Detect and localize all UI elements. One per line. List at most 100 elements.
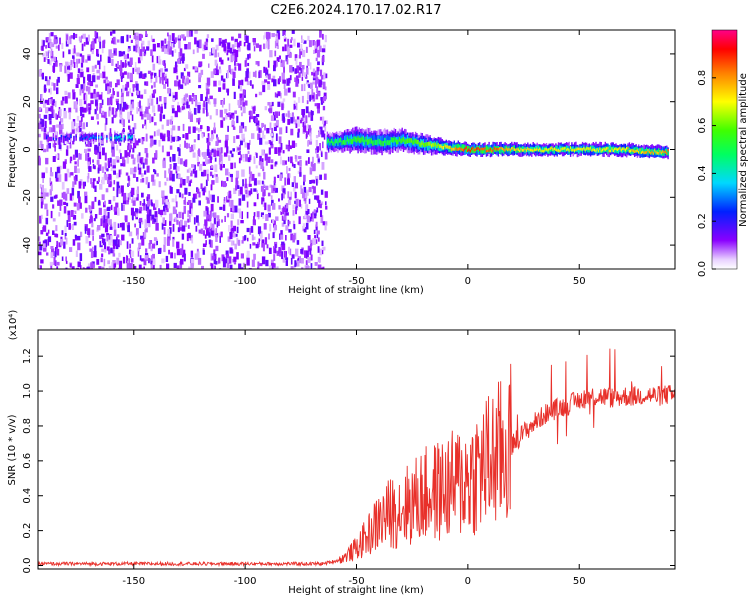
noise-cell	[253, 156, 256, 164]
noise-cell	[266, 31, 270, 40]
noise-cell	[135, 208, 139, 213]
noise-cell	[117, 61, 119, 67]
noise-cell	[150, 245, 153, 252]
noise-cell	[58, 174, 62, 182]
signal-cell	[528, 148, 530, 151]
noise-cell	[194, 66, 198, 71]
noise-cell	[319, 116, 323, 121]
signal-cell	[635, 146, 637, 152]
noise-cell	[188, 232, 191, 239]
noise-cell	[166, 130, 170, 137]
noise-cell	[265, 214, 269, 221]
noise-cell	[237, 42, 241, 49]
noise-cell	[62, 96, 65, 101]
noise-cell	[181, 225, 186, 232]
noise-cell	[107, 158, 110, 166]
noise-cell	[282, 150, 285, 154]
noise-cell	[75, 250, 78, 257]
noise-cell	[87, 228, 91, 235]
signal-cell	[120, 133, 123, 141]
noise-cell	[146, 214, 150, 219]
noise-cell	[55, 45, 59, 49]
noise-cell	[271, 185, 275, 194]
noise-cell	[230, 162, 234, 170]
noise-cell	[124, 63, 127, 67]
noise-cell	[230, 220, 233, 228]
noise-cell	[197, 134, 200, 141]
noise-cell	[314, 235, 316, 241]
noise-cell	[51, 101, 55, 106]
noise-cell	[44, 203, 48, 210]
noise-cell	[287, 145, 290, 152]
noise-cell	[87, 86, 91, 95]
noise-cell	[285, 55, 288, 62]
noise-cell	[223, 152, 228, 157]
noise-cell	[222, 259, 226, 268]
noise-cell	[142, 162, 145, 169]
noise-cell	[200, 94, 203, 101]
noise-cell	[314, 195, 318, 200]
noise-cell	[92, 263, 95, 269]
signal-cell	[495, 147, 497, 151]
noise-cell	[127, 145, 130, 151]
noise-cell	[135, 35, 139, 42]
noise-cell	[211, 130, 213, 138]
noise-cell	[73, 202, 77, 207]
noise-cell	[104, 152, 107, 161]
noise-cell	[312, 189, 314, 196]
noise-cell	[268, 212, 271, 218]
signal-cell	[433, 143, 435, 147]
noise-cell	[96, 113, 99, 120]
noise-cell	[78, 127, 82, 132]
signal-cell	[67, 137, 69, 140]
noise-cell	[139, 34, 143, 38]
noise-cell	[111, 249, 115, 254]
noise-cell	[99, 107, 102, 114]
noise-cell	[39, 140, 43, 145]
noise-cell	[111, 144, 115, 153]
noise-cell	[104, 225, 109, 233]
noise-cell	[101, 176, 105, 185]
noise-cell	[266, 244, 269, 249]
noise-cell	[241, 211, 243, 220]
noise-cell	[244, 186, 248, 193]
noise-cell	[42, 101, 46, 108]
noise-cell	[164, 38, 167, 44]
noise-cell	[154, 170, 157, 175]
noise-cell	[288, 52, 292, 58]
noise-cell	[281, 193, 283, 201]
signal-cell	[344, 140, 346, 145]
noise-cell	[121, 202, 123, 211]
signal-cell	[477, 147, 480, 150]
noise-cell	[232, 115, 235, 120]
noise-cell	[116, 79, 120, 86]
noise-cell	[207, 142, 210, 150]
noise-cell	[320, 74, 324, 80]
noise-cell	[299, 166, 302, 175]
noise-cell	[211, 194, 215, 203]
noise-cell	[128, 180, 131, 186]
noise-cell	[276, 57, 280, 62]
noise-cell	[69, 247, 73, 252]
noise-cell	[87, 263, 91, 269]
noise-cell	[244, 235, 247, 241]
noise-cell	[253, 178, 257, 186]
noise-cell	[215, 245, 219, 252]
noise-cell	[198, 119, 200, 125]
noise-cell	[169, 156, 172, 163]
noise-cell	[116, 91, 120, 97]
noise-cell	[140, 235, 144, 240]
noise-cell	[283, 81, 286, 89]
noise-cell	[286, 78, 290, 86]
noise-cell	[49, 177, 52, 183]
noise-cell	[274, 50, 277, 57]
noise-cell	[283, 66, 285, 74]
noise-cell	[80, 62, 84, 68]
noise-cell	[141, 178, 145, 183]
noise-cell	[129, 129, 132, 135]
signal-cell	[619, 146, 621, 150]
noise-cell	[76, 52, 80, 57]
noise-cell	[167, 81, 169, 87]
noise-cell	[153, 218, 157, 223]
spectrogram-image	[38, 30, 669, 269]
